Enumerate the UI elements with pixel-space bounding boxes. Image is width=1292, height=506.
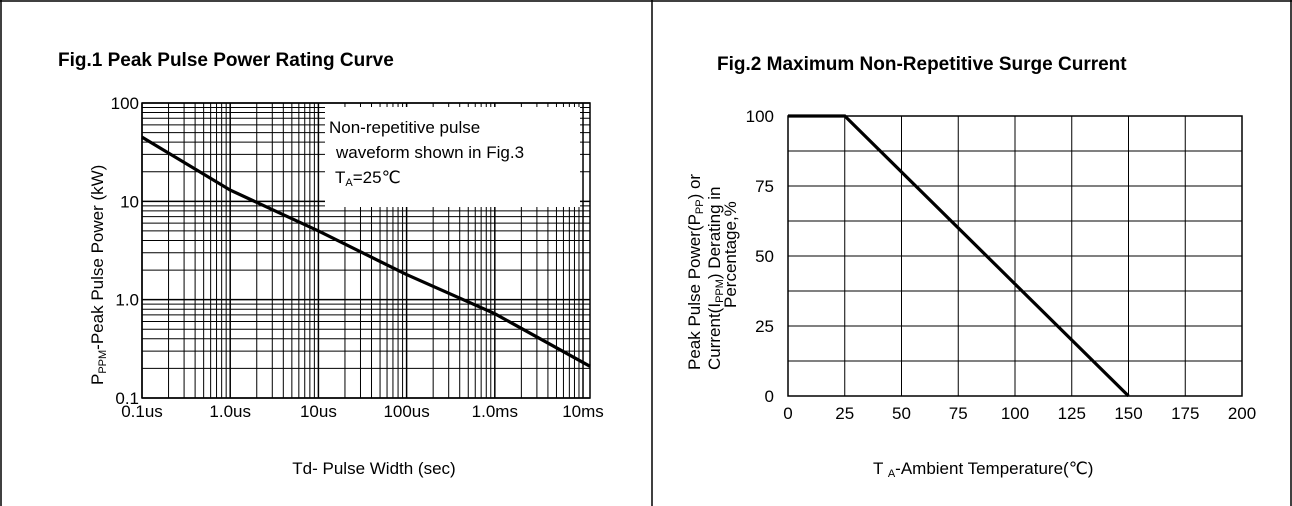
fig2-x-axis-label: T A-Ambient Temperature(℃) (873, 459, 1093, 480)
fig2-y-axis-label-line1: Peak Pulse Power(PPP) or (685, 174, 706, 370)
fig1-annotation-line3: TA=25℃ (335, 168, 401, 189)
fig2-y-tick-label: 100 (746, 107, 774, 126)
fig1-chart: 0.1us 1.0us 10us 100us 1.0ms 10ms0.11.010100 … (88, 94, 604, 478)
fig1-y-axis-label: PPPM-Peak Pulse Power (kW) (88, 165, 109, 385)
fig2-plot-border (787, 115, 1243, 397)
fig1-y-tick-label: 100 (111, 94, 139, 113)
fig2-y-axis-label-line2: Current(IPPM) Derating in (705, 186, 726, 370)
fig1-x-axis-label: Td- Pulse Width (sec) (292, 459, 455, 478)
fig2-series (788, 114, 1130, 398)
fig2-x-tick-label: 75 (949, 404, 968, 423)
fig2-y-tick-label: 50 (755, 247, 774, 266)
fig1-y-tick-label: 1.0 (115, 291, 139, 310)
fig1-x-tick-label: 0.1us (121, 402, 163, 421)
fig2-x-tick-label: 125 (1058, 404, 1086, 423)
fig1-y-tick-label: 10 (120, 192, 139, 211)
fig1-x-tick-label: 1.0us (209, 402, 251, 421)
fig2-x-tick-label: 50 (892, 404, 911, 423)
fig2-x-tick-label: 0 (783, 404, 792, 423)
fig1-grid (141, 102, 591, 399)
fig1-plot-border (141, 102, 591, 399)
fig1-series-line (141, 135, 591, 368)
fig2-x-tick-label: 175 (1171, 404, 1199, 423)
fig1-x-tick-label: 1.0ms (472, 402, 518, 421)
fig1-series (141, 135, 591, 368)
fig2-series-line (788, 114, 1130, 398)
fig1-y-tick-label: 0.1 (115, 389, 139, 408)
fig2-x-tick-label: 25 (835, 404, 854, 423)
fig1-annotation-box (325, 107, 580, 207)
fig2-y-axis-label-line3: Percentage,% (721, 201, 740, 308)
fig2-x-tick-label: 150 (1114, 404, 1142, 423)
fig1-x-tick-label: 100us (383, 402, 429, 421)
fig1-annotation-line1: Non-repetitive pulse (329, 118, 480, 137)
fig2-chart: 0 25 50 75 100 125 150 175 200 0 25 50 75 100 Peak Pu… (685, 107, 1257, 480)
fig2-tick-labels: 0 25 50 75 100 125 150 175 200 0 25 50 75 100 (746, 107, 1257, 423)
fig2-y-tick-label: 25 (755, 317, 774, 336)
fig1-title: Fig.1 Peak Pulse Power Rating Curve (58, 50, 394, 71)
fig1-annotation-line2: waveform shown in Fig.3 (335, 143, 524, 162)
fig2-x-tick-label: 200 (1228, 404, 1256, 423)
fig1-x-tick-label: 10us (300, 402, 337, 421)
fig1-tick-labels: 0.1us 1.0us 10us 100us 1.0ms 10ms 0.1 1.0 10 100 (111, 94, 604, 421)
fig2-y-tick-label: 75 (755, 177, 774, 196)
fig2-x-tick-label: 100 (1001, 404, 1029, 423)
fig1-x-tick-label: 10ms (562, 402, 604, 421)
fig2-title: Fig.2 Maximum Non-Repetitive Surge Curre… (717, 54, 1127, 75)
fig2-y-tick-label: 0 (765, 387, 774, 406)
fig2-grid (787, 115, 1243, 397)
